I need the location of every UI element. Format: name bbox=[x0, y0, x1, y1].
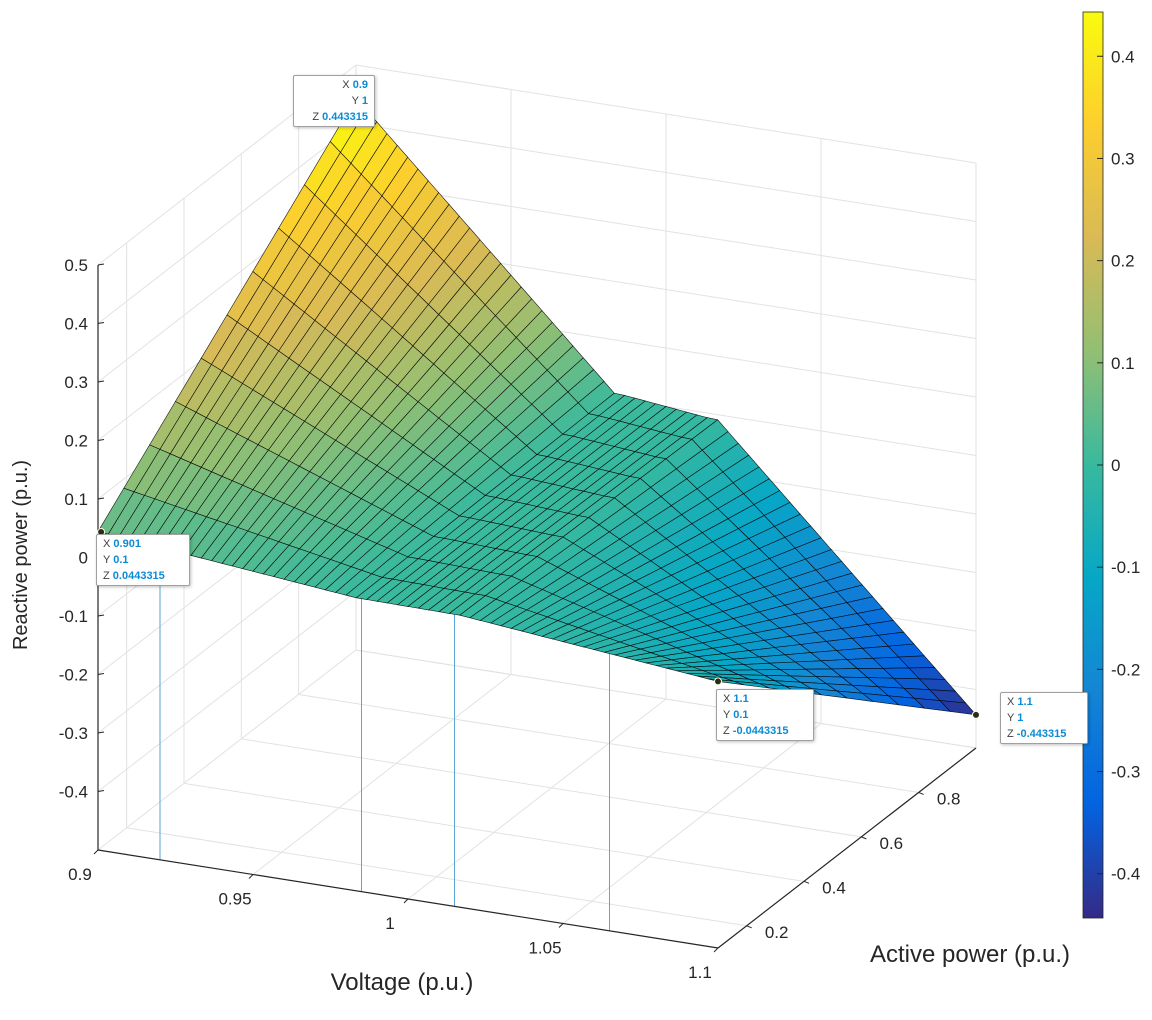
grid-line bbox=[355, 181, 977, 281]
colorbar-tick-label: 0.2 bbox=[1111, 252, 1135, 271]
z-tick bbox=[97, 790, 105, 792]
z-tick-label: 0.1 bbox=[64, 490, 88, 509]
z-axis-label: Reactive power (p.u.) bbox=[10, 460, 32, 650]
z-tick bbox=[97, 322, 105, 324]
z-tick-label: -0.2 bbox=[59, 666, 88, 685]
datatip-box-3[interactable]: X 1.1 Y 0.1 Z -0.0443315 bbox=[716, 689, 814, 741]
datatip-y: Y 0.1 bbox=[103, 554, 129, 566]
z-tick-label: -0.1 bbox=[59, 607, 88, 626]
grid-line bbox=[97, 123, 357, 324]
colorbar-tick-label: -0.2 bbox=[1111, 660, 1140, 679]
grid-line bbox=[355, 64, 977, 164]
z-tick-label: -0.3 bbox=[59, 724, 88, 743]
datatip-y: Y 0.1 bbox=[723, 709, 749, 721]
datatip-box-4[interactable]: X 1.1 Y 1 Z -0.443315 bbox=[1000, 692, 1088, 744]
datatip-box-2[interactable]: X 0.9 Y 1 Z 0.443315 bbox=[293, 75, 375, 127]
grid-line bbox=[183, 782, 805, 882]
x-tick bbox=[713, 947, 719, 953]
z-tick bbox=[97, 380, 105, 383]
y-tick bbox=[746, 925, 752, 929]
z-tick bbox=[97, 731, 105, 734]
x-tick-label: 1.1 bbox=[688, 963, 712, 982]
z-tick-label: -0.4 bbox=[59, 783, 88, 802]
y-axis-label: Active power (p.u.) bbox=[870, 941, 1070, 968]
x-tick-label: 1.05 bbox=[528, 939, 561, 958]
colorbar-tick-label: 0.4 bbox=[1111, 47, 1135, 66]
datatip-drop-lines bbox=[159, 547, 610, 931]
y-tick-label: 0.8 bbox=[937, 789, 961, 808]
grid-line bbox=[252, 674, 512, 875]
x-tick bbox=[403, 898, 409, 904]
x-tick bbox=[248, 874, 254, 879]
datatip-x: X 0.9 bbox=[342, 79, 368, 91]
z-tick-label: 0.2 bbox=[64, 432, 88, 451]
colorbar: 0.4 0.3 0.2 0.1 0 -0.1 -0.2 -0.3 -0.4 bbox=[1082, 11, 1140, 919]
x-tick-label: 0.95 bbox=[218, 890, 251, 909]
datatip-z: Z -0.0443315 bbox=[723, 725, 789, 737]
colorbar-tick-label: -0.1 bbox=[1111, 558, 1140, 577]
x-tick-label: 1 bbox=[385, 914, 394, 933]
x-tick bbox=[93, 849, 99, 855]
z-tick bbox=[97, 263, 105, 266]
surface-mesh[interactable] bbox=[97, 97, 977, 716]
z-tick bbox=[97, 614, 105, 617]
datatip-z: Z 0.443315 bbox=[312, 111, 368, 123]
colorbar-tick-label: 0.1 bbox=[1111, 354, 1135, 373]
y-tick bbox=[918, 791, 924, 795]
z-tick bbox=[97, 673, 105, 675]
grid-line bbox=[298, 693, 919, 793]
z-tick-label: 0.3 bbox=[64, 373, 88, 392]
grid-line bbox=[97, 591, 357, 792]
datatip-marker bbox=[714, 677, 722, 686]
datatip-z: Z -0.443315 bbox=[1007, 728, 1067, 740]
grid-line bbox=[126, 827, 747, 927]
x-tick-label: 0.9 bbox=[68, 865, 92, 884]
z-tick bbox=[97, 439, 105, 441]
datatip-box-1[interactable]: X 0.901 Y 0.1 Z 0.0443315 bbox=[96, 534, 190, 586]
grid-line bbox=[355, 123, 977, 222]
y-tick-label: 0.6 bbox=[880, 834, 904, 853]
colorbar-tick-label: -0.3 bbox=[1111, 763, 1140, 782]
z-tick-label: 0 bbox=[79, 549, 88, 568]
datatip-x: X 1.1 bbox=[723, 693, 749, 705]
y-tick bbox=[803, 880, 810, 884]
datatip-y: Y 1 bbox=[351, 95, 368, 107]
y-tick-label: 0.4 bbox=[822, 878, 846, 897]
colorbar-tick-label: 0.3 bbox=[1111, 149, 1135, 168]
x-axis-label: Voltage (p.u.) bbox=[331, 969, 474, 996]
colorbar-tick-label: -0.4 bbox=[1111, 865, 1140, 884]
datatip-z: Z 0.0443315 bbox=[103, 570, 165, 582]
grid-line bbox=[355, 649, 977, 749]
z-tick bbox=[97, 497, 105, 500]
datatip-x: X 1.1 bbox=[1007, 696, 1033, 708]
y-tick-label: 0.2 bbox=[765, 923, 789, 942]
datatip-marker bbox=[972, 710, 980, 719]
z-tick-label: 0.5 bbox=[64, 256, 88, 275]
grid-line bbox=[97, 649, 357, 851]
colorbar-tick-label: 0 bbox=[1111, 456, 1120, 475]
y-tick bbox=[861, 836, 867, 840]
grid-line bbox=[562, 723, 822, 924]
grid-line bbox=[241, 738, 862, 838]
y-axis-line bbox=[717, 747, 977, 949]
grid-line bbox=[407, 698, 667, 900]
z-tick-label: 0.4 bbox=[64, 315, 88, 334]
datatip-y: Y 1 bbox=[1007, 712, 1024, 724]
x-tick bbox=[558, 923, 564, 928]
datatip-x: X 0.901 bbox=[103, 538, 141, 550]
